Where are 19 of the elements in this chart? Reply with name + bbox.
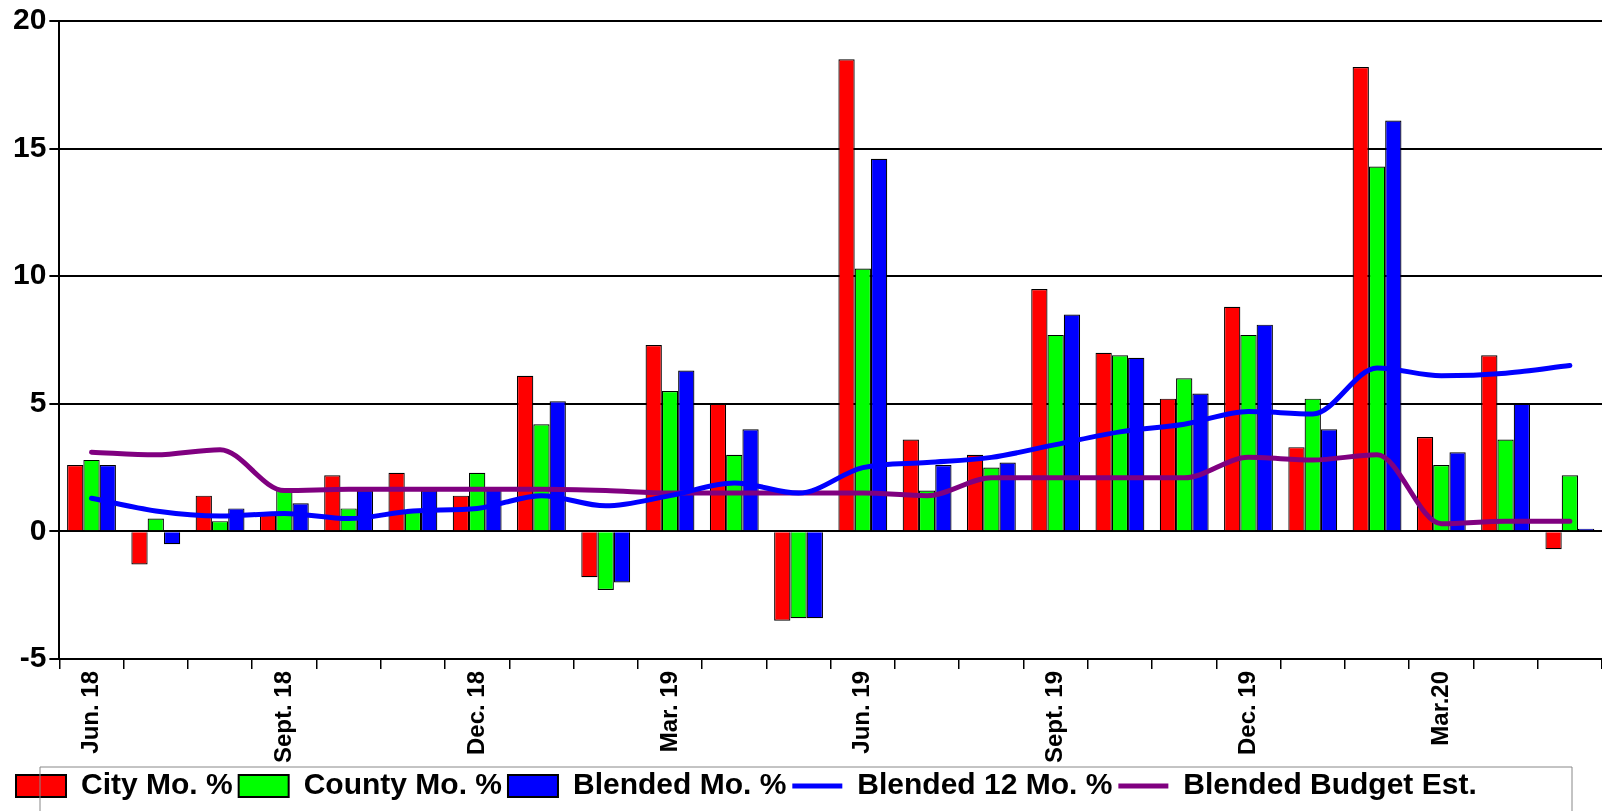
y-tick-label: 0	[29, 512, 47, 546]
x-tick-label: Dec. 18	[461, 670, 489, 756]
legend-label: Blended 12 Mo. %	[857, 767, 1113, 801]
y-tick-label: 15	[12, 129, 47, 163]
y-tick-label: 5	[29, 385, 47, 419]
legend-label: Blended Budget Est.	[1183, 767, 1477, 801]
legend-label: Blended Mo. %	[572, 767, 787, 801]
x-tick-label: Jun. 18	[76, 670, 104, 754]
x-tick-label: Sept. 18	[268, 670, 296, 764]
x-tick-label: Mar. 19	[654, 670, 682, 753]
x-tick-label: Mar.20	[1425, 670, 1453, 746]
x-tick-label: Dec. 19	[1233, 670, 1261, 756]
y-tick-label: -5	[19, 640, 47, 674]
y-tick-label: 20	[12, 2, 47, 36]
y-tick-label: 10	[12, 257, 47, 291]
legend-label: County Mo. %	[303, 767, 502, 801]
legend-label: City Mo. %	[81, 767, 233, 801]
x-tick-label: Jun. 19	[847, 670, 875, 754]
x-tick-label: Sept. 19	[1040, 670, 1068, 764]
